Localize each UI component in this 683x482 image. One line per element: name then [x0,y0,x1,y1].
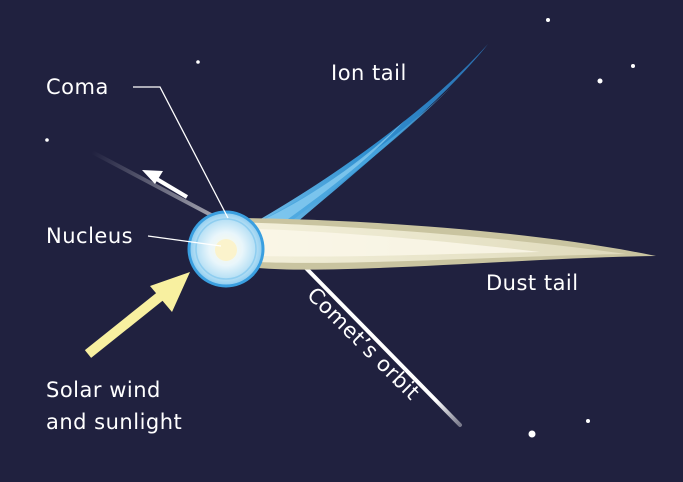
nucleus-label: Nucleus [46,224,133,248]
solar-wind-label-line1: Solar wind [46,378,161,402]
nucleus-leader-line [147,235,222,247]
dust-tail [224,218,656,270]
star [597,78,603,84]
solar-wind-arrow [84,272,190,358]
star [546,18,550,22]
coma-label: Coma [46,75,109,99]
nucleus [215,239,237,261]
orbit-label: Comet’s orbit [302,283,424,405]
star [631,64,635,68]
star [45,138,49,142]
star [586,419,590,423]
star [528,430,536,438]
ion-tail-label: Ion tail [331,61,407,85]
star [196,60,200,64]
stars [45,18,635,438]
coma-leader-line [133,86,229,219]
solar-wind-label-line2: and sunlight [46,410,182,434]
direction-arrow [142,170,189,199]
dust-tail-label: Dust tail [486,271,579,295]
